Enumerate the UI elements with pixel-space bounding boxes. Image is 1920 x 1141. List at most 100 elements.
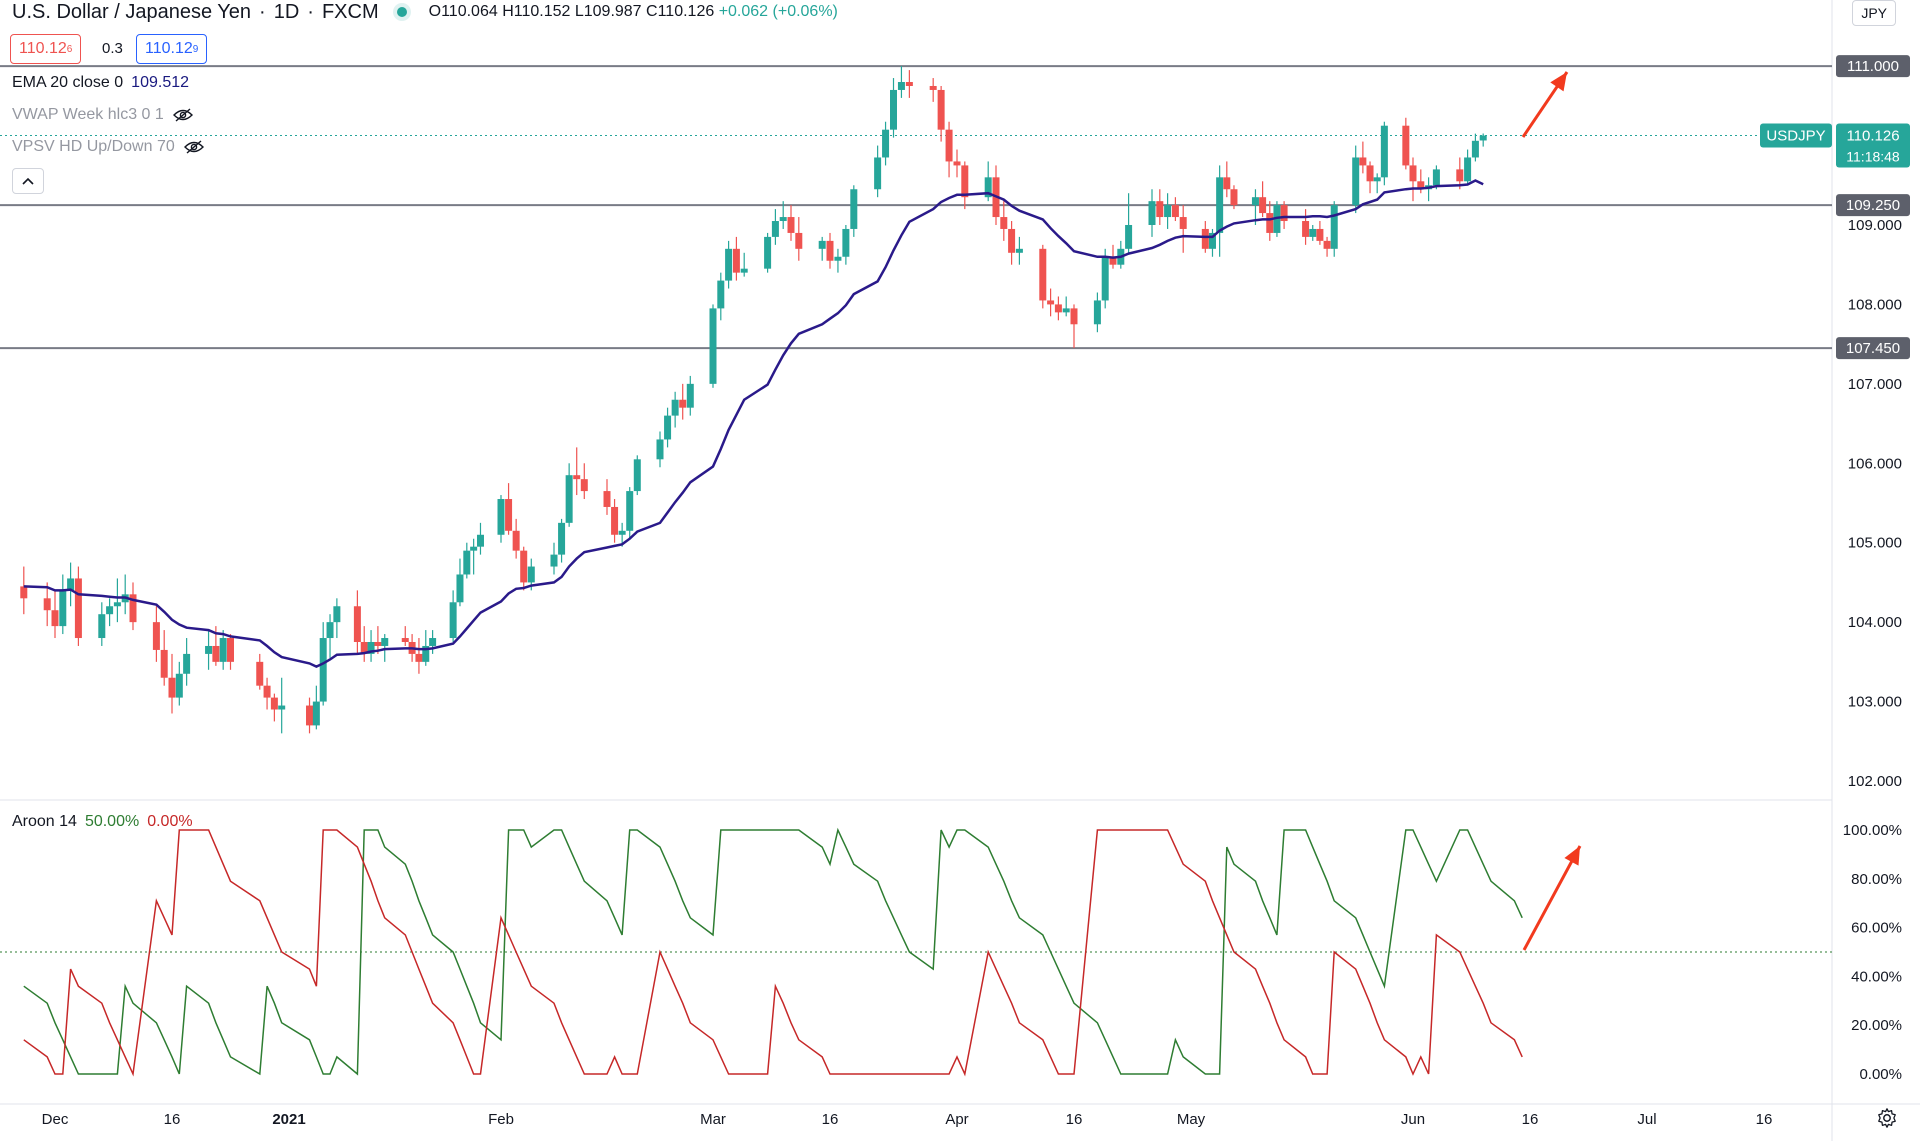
time-tick-label: Jun: [1401, 1111, 1425, 1128]
aroon-annotation-arrow: [1522, 845, 1582, 951]
candle-body: [1179, 217, 1187, 229]
aroon-tick-label: 80.00%: [1851, 871, 1902, 888]
time-tick-label: Feb: [488, 1111, 514, 1128]
candle-body: [1062, 308, 1070, 313]
candle-body: [333, 606, 341, 623]
aroon-legend[interactable]: Aroon 14 50.00% 0.00%: [12, 813, 193, 831]
candle-body: [278, 705, 286, 710]
level-price-tag: [1836, 55, 1910, 78]
vpsv-legend[interactable]: VPSV HD Up/Down 70: [12, 138, 205, 156]
aroon-up-value: 50.00%: [84, 813, 140, 830]
ema-legend[interactable]: EMA 20 close 0 109.512: [12, 74, 189, 92]
vpsv-name: VPSV HD Up/Down 70: [12, 138, 175, 155]
candle-body: [1432, 169, 1440, 186]
candle-body: [611, 506, 619, 535]
aroon-tick-label: 0.00%: [1859, 1066, 1902, 1083]
time-tick-label: 16: [1522, 1111, 1539, 1128]
interval-label[interactable]: 1D: [273, 0, 300, 23]
open-value: O110.064: [428, 3, 498, 20]
candle-body: [850, 189, 858, 229]
candle-body: [1280, 205, 1288, 222]
aroon-name: Aroon 14: [12, 813, 77, 830]
candle-body: [882, 129, 890, 158]
candle-body: [1070, 308, 1078, 325]
candle-body: [953, 161, 961, 166]
candle-body: [1302, 221, 1310, 237]
candle-body: [415, 653, 423, 662]
aroon-tick-label: 40.00%: [1851, 968, 1902, 985]
candle-body: [160, 649, 168, 678]
vwap-legend[interactable]: VWAP Week hlc3 0 1: [12, 106, 194, 124]
level-price-label: 111.000: [1847, 58, 1899, 75]
currency-button[interactable]: JPY: [1852, 0, 1896, 26]
candle-body: [1309, 228, 1317, 237]
candle-body: [401, 638, 409, 642]
candle-body: [725, 248, 733, 281]
candle-body: [1456, 169, 1464, 182]
candle-body: [1164, 205, 1172, 218]
candle-body: [1464, 157, 1472, 182]
price-tick-label: 108.000: [1848, 296, 1902, 313]
time-tick-label: 16: [1066, 1111, 1083, 1128]
eye-hidden-icon[interactable]: [172, 108, 194, 122]
candle-body: [1380, 125, 1388, 178]
candle-body: [152, 622, 160, 650]
price-tick-label: 103.000: [1848, 694, 1902, 711]
ema-value: 109.512: [131, 74, 190, 91]
time-tick-label: 16: [164, 1111, 181, 1128]
change-value: +0.062 (+0.06%): [718, 3, 838, 20]
candle-body: [1000, 217, 1008, 229]
time-tick-label: Apr: [945, 1111, 968, 1128]
aroon-down-value: 0.00%: [147, 813, 193, 830]
countdown-label: 11:18:48: [1846, 149, 1900, 165]
candle-body: [98, 614, 106, 639]
candle-body: [470, 546, 478, 551]
time-tick-label: Dec: [42, 1111, 69, 1128]
candle-body: [771, 221, 779, 237]
buy-button[interactable]: 110.12 9: [136, 34, 208, 64]
sell-button[interactable]: 110.12 6: [10, 34, 82, 64]
eye-hidden-icon[interactable]: [183, 140, 205, 154]
candle-body: [520, 550, 528, 583]
candle-body: [527, 566, 535, 583]
candle-body: [633, 459, 641, 492]
candle-body: [565, 475, 573, 523]
time-tick-label: Mar: [700, 1111, 726, 1128]
aroon-tick-label: 20.00%: [1851, 1017, 1902, 1034]
candle-body: [573, 475, 581, 480]
candle-body: [1479, 135, 1487, 141]
aroon-annotation-arrow-head: [1564, 846, 1580, 866]
candle-body: [74, 578, 82, 639]
candle-body: [1156, 201, 1164, 218]
aroon-down-line: [23, 829, 1523, 1077]
candle-body: [175, 673, 183, 698]
candle-body: [764, 236, 772, 269]
candle-body: [1093, 300, 1101, 325]
buy-price-sup: 9: [192, 43, 199, 55]
time-tick-label: 16: [1756, 1111, 1773, 1128]
candle-body: [1323, 240, 1331, 249]
candle-body: [818, 240, 826, 249]
spread-value: 0.3: [102, 39, 123, 57]
candle-body: [603, 491, 611, 507]
candle-body: [1330, 205, 1338, 249]
time-tick-label: May: [1177, 1111, 1206, 1128]
candle-body: [626, 491, 634, 531]
ema-line: [23, 179, 1484, 668]
candle-body: [20, 586, 28, 599]
symbol-title[interactable]: U.S. Dollar / Japanese Yen: [12, 0, 252, 23]
collapse-legend-button[interactable]: [12, 168, 44, 194]
candle-body: [1047, 300, 1055, 305]
candle-body: [618, 530, 626, 535]
exchange-label: FXCM: [321, 0, 379, 23]
candle-body: [842, 228, 850, 257]
symbol-header: U.S. Dollar / Japanese Yen · 1D · FXCM O…: [12, 0, 838, 23]
close-value: C110.126: [646, 3, 715, 20]
candle-body: [360, 641, 368, 654]
gear-icon[interactable]: [1876, 1107, 1898, 1129]
candle-body: [1125, 224, 1133, 249]
candle-body: [1201, 228, 1209, 249]
sell-price-sup: 6: [66, 43, 73, 55]
time-tick-label: Jul: [1637, 1111, 1656, 1128]
